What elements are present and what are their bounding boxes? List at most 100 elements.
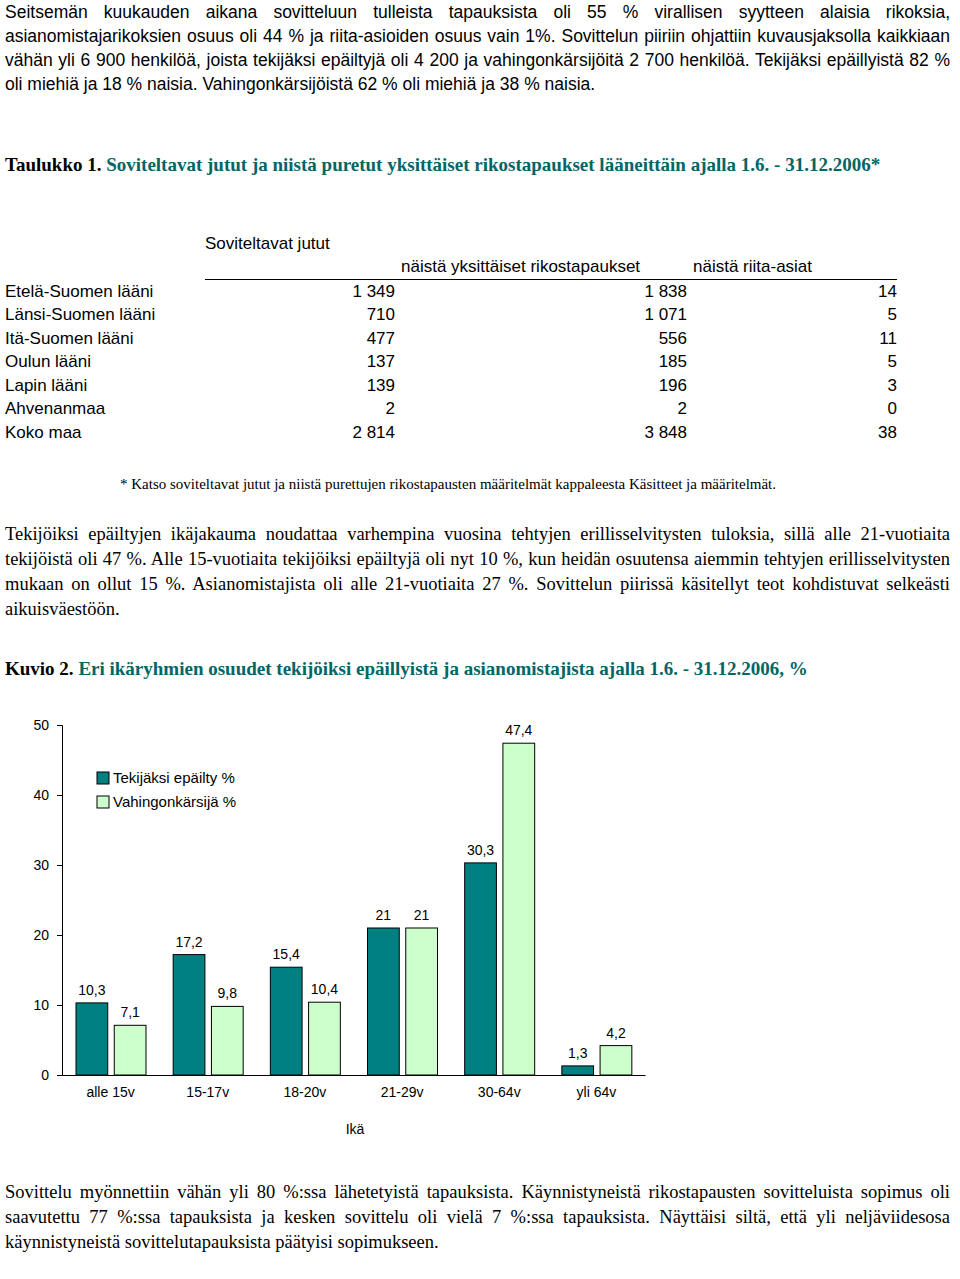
table-cell: 2 bbox=[205, 398, 395, 422]
bars bbox=[76, 743, 632, 1075]
row-label: Koko maa bbox=[5, 421, 205, 445]
legend-label: Vahingonkärsijä % bbox=[113, 793, 236, 810]
bar bbox=[503, 743, 535, 1075]
row-label: Ahvenanmaa bbox=[5, 398, 205, 422]
row-label: Itä-Suomen lääni bbox=[5, 327, 205, 351]
caption: Taulukko 1. Soviteltavat jutut ja niistä… bbox=[5, 153, 950, 177]
tick-mark bbox=[57, 865, 62, 866]
data-label: 15,4 bbox=[273, 946, 300, 962]
table-cell: 0 bbox=[687, 398, 897, 422]
tick-label: alle 15v bbox=[86, 1084, 134, 1100]
caption-label: Taulukko 1. bbox=[5, 154, 101, 175]
tick-mark bbox=[57, 795, 62, 796]
tick-label: 40 bbox=[33, 787, 49, 803]
data-label: 30,3 bbox=[467, 842, 494, 858]
tick-mark bbox=[57, 725, 62, 726]
table-cell: 2 814 bbox=[205, 421, 395, 445]
table-cell: 139 bbox=[205, 374, 395, 398]
tick: 30-64v bbox=[478, 1075, 521, 1100]
data-label: 1,3 bbox=[568, 1045, 588, 1061]
axis-line bbox=[63, 1075, 646, 1076]
table-cell: 1 838 bbox=[395, 280, 687, 304]
tick: 50 bbox=[33, 717, 62, 733]
tick: 20 bbox=[33, 927, 62, 943]
tick-mark bbox=[57, 1075, 62, 1076]
table-cell: 5 bbox=[687, 304, 897, 328]
tick-mark bbox=[57, 935, 62, 936]
paragraph: Sovittelu myönnettiin vähän yli 80 %:ssa… bbox=[5, 1180, 950, 1255]
data-label: 7,1 bbox=[120, 1004, 140, 1020]
x-axis: alle 15v 15-17v 18-20v 21-29v 30-64v yli 64v bbox=[63, 1075, 646, 1100]
table-note: * Katso soviteltavat jutut ja niistä pur… bbox=[120, 474, 776, 494]
tick: 30 bbox=[33, 857, 62, 873]
bar bbox=[114, 1025, 146, 1075]
tick: 18-20v bbox=[284, 1075, 327, 1100]
tick-label: 30-64v bbox=[478, 1084, 521, 1100]
tick-label: 10 bbox=[33, 997, 49, 1013]
data-label: 17,2 bbox=[175, 934, 202, 950]
data-label: 10,3 bbox=[78, 982, 105, 998]
caption-text: Eri ikäryhmien osuudet tekijöiksi epäill… bbox=[78, 658, 807, 679]
tick: 21-29v bbox=[381, 1075, 424, 1100]
table-subheader: näistä yksittäiset rikostapaukset bbox=[395, 256, 687, 280]
table-cell: 1 349 bbox=[205, 280, 395, 304]
bar bbox=[173, 955, 205, 1075]
tick: yli 64v bbox=[577, 1075, 617, 1100]
caption-label: Kuvio 2. bbox=[5, 658, 74, 679]
bar bbox=[600, 1046, 632, 1075]
bar bbox=[309, 1002, 341, 1075]
bar bbox=[270, 967, 302, 1075]
legend-swatch bbox=[97, 796, 109, 808]
table-header: Soviteltavat jutut bbox=[205, 232, 897, 256]
table-cell: 477 bbox=[205, 327, 395, 351]
caption-text: Soviteltavat jutut ja niistä puretut yks… bbox=[106, 154, 880, 175]
table-cell: 196 bbox=[395, 374, 687, 398]
bar bbox=[465, 863, 497, 1075]
tick-label: 50 bbox=[33, 717, 49, 733]
legend: Tekijäksi epäilty %Vahingonkärsijä % bbox=[97, 769, 236, 810]
tick-mark bbox=[57, 1005, 62, 1006]
paragraph: Tekijöiksi epäiltyjen ikäjakauma noudatt… bbox=[5, 522, 950, 622]
data-label: 21 bbox=[414, 907, 430, 923]
table-subheader: näistä riita-asiat bbox=[687, 256, 897, 280]
tick-label: 21-29v bbox=[381, 1084, 424, 1100]
chart: 10,3 17,2 15,4 21 30,3 1,3 7,1 9,8 10,4 21 47,4 4,2… bbox=[0, 712, 960, 1152]
tick-label: 20 bbox=[33, 927, 49, 943]
table-cell: 137 bbox=[205, 351, 395, 375]
data-label: 4,2 bbox=[606, 1025, 626, 1041]
table-cell: 2 bbox=[395, 398, 687, 422]
y-axis: 0 10 20 30 40 50 bbox=[33, 717, 62, 1083]
table-cell: 710 bbox=[205, 304, 395, 328]
table-cell: 11 bbox=[687, 327, 897, 351]
data-label: 10,4 bbox=[311, 981, 338, 997]
data-label: 47,4 bbox=[505, 722, 532, 738]
tick: 10 bbox=[33, 997, 62, 1013]
bar bbox=[76, 1003, 108, 1075]
tick: alle 15v bbox=[86, 1075, 134, 1100]
tick-label: 15-17v bbox=[186, 1084, 229, 1100]
bar bbox=[562, 1066, 594, 1075]
axis-title: Ikä bbox=[346, 1121, 365, 1137]
data-labels: 10,3 17,2 15,4 21 30,3 1,3 7,1 9,8 10,4 21 47,4 4,2 bbox=[78, 722, 626, 1061]
axis-line bbox=[57, 726, 63, 1076]
paragraph: Seitsemän kuukauden aikana sovitteluun t… bbox=[5, 0, 950, 96]
table-cell: 3 848 bbox=[395, 421, 687, 445]
tick: 0 bbox=[41, 1067, 62, 1083]
legend-swatch bbox=[97, 772, 109, 784]
tick: 15-17v bbox=[186, 1075, 229, 1100]
row-label: Oulun lääni bbox=[5, 351, 205, 375]
caption: Kuvio 2. Eri ikäryhmien osuudet tekijöik… bbox=[5, 657, 950, 681]
table-cell: 3 bbox=[687, 374, 897, 398]
tick-label: 0 bbox=[41, 1067, 49, 1083]
table: Soviteltavat jututnäistä yksittäiset rik… bbox=[5, 232, 897, 445]
table-cell: 5 bbox=[687, 351, 897, 375]
tick-label: 30 bbox=[33, 857, 49, 873]
row-label: Lapin lääni bbox=[5, 374, 205, 398]
data-label: 21 bbox=[376, 907, 392, 923]
tick-label: yli 64v bbox=[577, 1084, 617, 1100]
data-label: 9,8 bbox=[218, 985, 238, 1001]
tick: 40 bbox=[33, 787, 62, 803]
row-label: Etelä-Suomen lääni bbox=[5, 280, 205, 304]
table-cell: 556 bbox=[395, 327, 687, 351]
table-cell: 14 bbox=[687, 280, 897, 304]
